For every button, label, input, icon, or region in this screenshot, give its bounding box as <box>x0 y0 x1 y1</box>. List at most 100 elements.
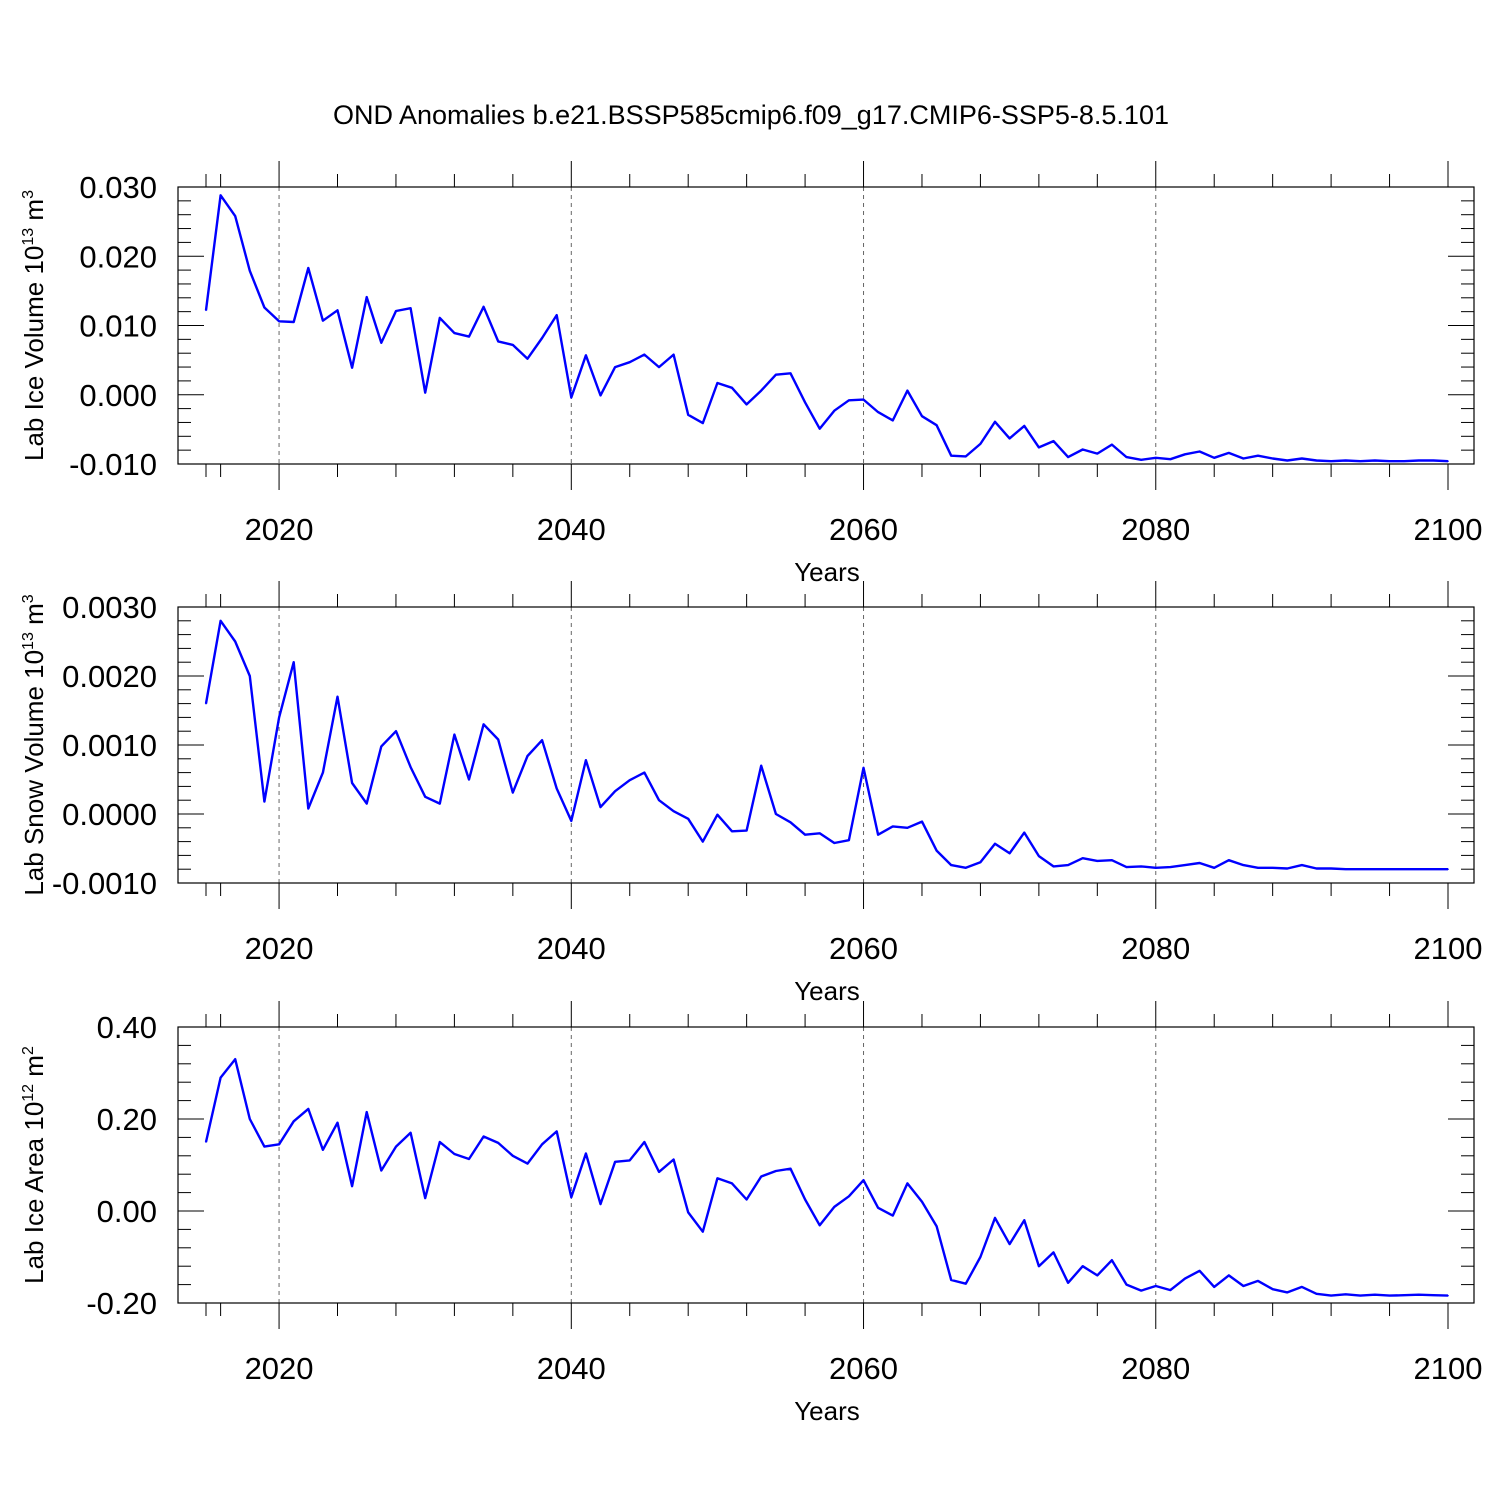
data-point <box>249 269 251 272</box>
data-point <box>380 745 383 748</box>
y-tick-label: 0.0010 <box>62 728 157 763</box>
data-point <box>731 1182 733 1185</box>
data-point <box>848 839 850 842</box>
data-point <box>482 306 485 308</box>
data-point <box>234 215 237 217</box>
data-point <box>409 1132 412 1134</box>
data-point <box>804 833 806 836</box>
data-point <box>1257 1280 1259 1282</box>
data-point <box>482 723 485 726</box>
data-point <box>307 267 310 269</box>
data-point <box>278 320 280 323</box>
chart-title: OND Anomalies b.e21.BSSP585cmip6.f09_g17… <box>333 100 1169 130</box>
data-point <box>1052 440 1055 442</box>
data-point <box>716 1177 719 1180</box>
data-point <box>1359 460 1362 463</box>
data-point <box>789 1167 792 1170</box>
data-point <box>292 1120 295 1123</box>
x-tick-label: 2080 <box>1121 1351 1190 1386</box>
data-point <box>731 387 733 389</box>
data-point <box>570 820 573 822</box>
data-point <box>965 1282 967 1285</box>
data-point <box>658 366 660 368</box>
data-point <box>263 306 266 309</box>
y-tick-label: -0.0010 <box>52 866 157 901</box>
data-point <box>307 1108 310 1110</box>
data-point <box>994 842 996 845</box>
x-tick-label: 2100 <box>1414 512 1483 547</box>
data-point <box>1374 459 1376 462</box>
data-point <box>906 1182 909 1185</box>
data-point <box>994 420 996 423</box>
data-point <box>424 391 426 394</box>
data-point <box>1388 460 1391 463</box>
y-tick-label: 0.010 <box>79 309 157 344</box>
data-point <box>745 403 748 406</box>
data-point <box>921 820 923 823</box>
data-point <box>1359 868 1362 870</box>
data-point <box>1081 857 1084 859</box>
data-point <box>497 340 500 343</box>
x-tick-label: 2040 <box>537 512 606 547</box>
data-point <box>1038 855 1040 857</box>
data-point <box>365 296 368 298</box>
data-point <box>1052 865 1055 868</box>
data-point <box>322 771 324 774</box>
data-point <box>1140 1289 1142 1292</box>
data-point <box>1301 864 1303 866</box>
data-point <box>1301 1286 1303 1288</box>
data-point <box>219 620 222 622</box>
data-point <box>585 759 587 761</box>
data-point <box>848 1195 850 1198</box>
data-point <box>1315 459 1318 462</box>
data-point <box>438 1141 441 1143</box>
data-point <box>1330 460 1332 463</box>
data-point <box>1184 453 1186 456</box>
data-point <box>1154 867 1157 869</box>
data-point <box>614 1160 616 1163</box>
data-point <box>862 766 865 769</box>
data-point <box>1125 866 1128 868</box>
data-point <box>395 1145 397 1148</box>
data-point <box>395 730 397 732</box>
data-point <box>1213 1286 1216 1288</box>
series-line <box>204 1057 1449 1297</box>
y-axis-title: Lab Ice Area 1012 m2 <box>19 1046 49 1284</box>
data-point <box>219 194 222 197</box>
data-point <box>424 795 426 798</box>
data-point <box>965 455 967 458</box>
x-tick-label: 2100 <box>1414 1351 1483 1386</box>
data-point <box>1403 1294 1405 1296</box>
data-point <box>760 764 763 767</box>
data-point <box>263 800 266 803</box>
data-point <box>380 1169 383 1172</box>
data-point <box>468 778 470 781</box>
data-point <box>1213 456 1216 459</box>
data-point <box>702 1230 704 1233</box>
x-tick-label: 2100 <box>1414 931 1483 966</box>
data-point <box>424 1197 426 1199</box>
data-point <box>1111 443 1113 446</box>
x-axis-title: Years <box>794 1396 860 1426</box>
data-point <box>453 332 456 334</box>
y-tick-label: 0.0000 <box>62 797 157 832</box>
data-point <box>1417 1293 1420 1296</box>
data-point <box>658 799 660 801</box>
data-point <box>322 319 324 322</box>
data-point <box>336 309 339 312</box>
data-point <box>497 738 500 741</box>
data-point <box>512 1155 514 1157</box>
data-point <box>365 802 368 805</box>
series-line <box>204 619 1448 871</box>
x-axis-title: Years <box>794 976 860 1006</box>
data-point <box>278 1143 280 1146</box>
data-point <box>1169 1289 1172 1291</box>
panel-1: -0.010 0.000 0.010 0.020 0.030 2020 2040 2060 20… <box>19 161 1482 587</box>
data-point <box>658 1171 660 1173</box>
data-point <box>585 354 587 357</box>
data-point <box>921 415 923 418</box>
data-point <box>628 361 631 364</box>
data-point <box>541 1143 543 1146</box>
data-point <box>1388 1294 1391 1297</box>
